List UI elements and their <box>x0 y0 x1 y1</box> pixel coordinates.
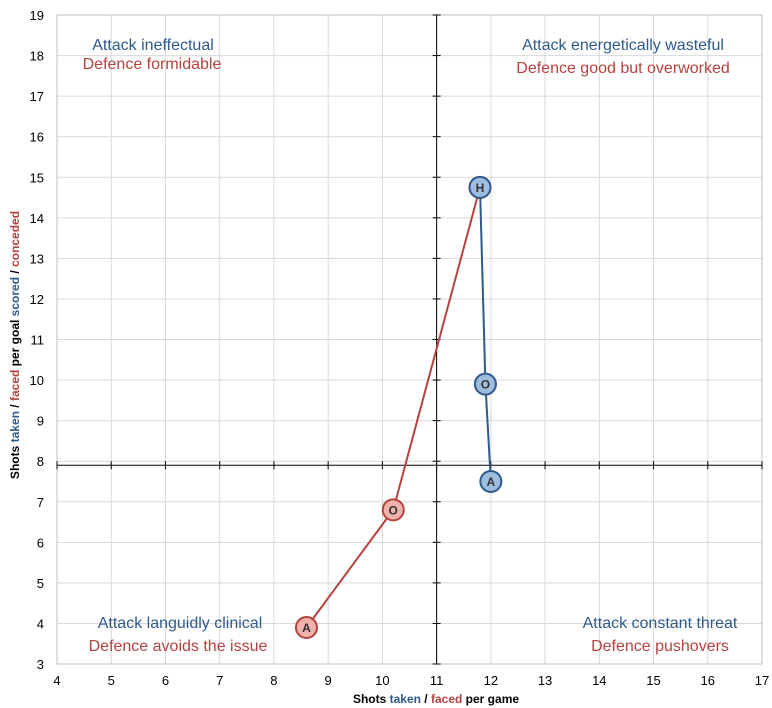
y-axis-title-part: / <box>8 267 22 277</box>
x-axis-title: Shots taken / faced per game <box>353 692 519 706</box>
y-tick-label: 9 <box>37 414 44 429</box>
x-axis-ticks: 4 5 6 7 8 9 10 11 12 13 14 15 16 17 <box>53 461 769 688</box>
x-tick-label: 7 <box>216 673 223 688</box>
quadrant-bottom-right-attack: Attack constant threat <box>583 615 738 632</box>
attack-point-label: A <box>487 475 496 489</box>
defence-point-marker <box>294 615 318 639</box>
y-axis-title-faced: faced <box>8 370 22 401</box>
defence-point-label: O <box>389 503 398 517</box>
attack-point-label: O <box>481 378 490 392</box>
quadrant-bottom-right-defence: Defence pushovers <box>591 638 729 655</box>
attack-point-marker <box>473 372 497 396</box>
plot-frame <box>56 14 763 665</box>
y-tick-label: 13 <box>30 251 44 266</box>
y-tick-label: 8 <box>37 454 44 469</box>
y-tick-label: 14 <box>30 211 44 226</box>
x-tick-label: 17 <box>755 673 769 688</box>
x-tick-label: 5 <box>108 673 115 688</box>
y-tick-label: 17 <box>30 89 44 104</box>
defence-series-line <box>305 187 481 629</box>
y-tick-label: 3 <box>37 657 44 672</box>
y-tick-label: 6 <box>37 535 44 550</box>
grid-lines <box>56 14 763 665</box>
y-tick-label: 15 <box>30 170 44 185</box>
x-tick-label: 10 <box>375 673 389 688</box>
x-tick-label: 16 <box>701 673 715 688</box>
y-axis-title-part: per goal <box>8 316 22 369</box>
x-tick-label: 12 <box>484 673 498 688</box>
y-axis-title-taken: taken <box>8 411 22 442</box>
quadrant-top-left-defence: Defence formidable <box>83 56 222 73</box>
x-tick-label: 11 <box>430 673 444 688</box>
defence-point-label: A <box>302 621 311 635</box>
series-group: HOAHOA <box>294 175 503 639</box>
y-axis-title-part: Shots <box>8 442 22 479</box>
x-tick-label: 15 <box>646 673 660 688</box>
y-tick-label: 16 <box>30 130 44 145</box>
y-tick-label: 19 <box>30 8 44 23</box>
x-tick-label: 6 <box>162 673 169 688</box>
x-tick-label: 13 <box>538 673 552 688</box>
x-axis-title-faced: faced <box>431 692 462 706</box>
x-tick-label: 14 <box>592 673 606 688</box>
quadrant-bottom-left-defence: Defence avoids the issue <box>89 638 268 655</box>
quadrant-top-right-attack: Attack energetically wasteful <box>522 37 724 54</box>
quadrant-bottom-left-attack: Attack languidly clinical <box>98 615 263 632</box>
attack-series-line <box>479 187 492 482</box>
x-tick-label: 9 <box>325 673 332 688</box>
y-tick-label: 11 <box>31 333 45 348</box>
y-axis-title-part: / <box>8 401 22 411</box>
attack-point-marker <box>479 469 503 493</box>
x-axis-title-taken: taken <box>390 692 421 706</box>
y-tick-label: 4 <box>37 616 44 631</box>
x-axis-title-part: Shots <box>353 692 390 706</box>
y-axis-title-scored: scored <box>8 277 22 316</box>
y-tick-label: 7 <box>37 495 44 510</box>
quadrant-top-right-defence: Defence good but overworked <box>516 60 729 77</box>
x-axis-title-part: per game <box>462 692 519 706</box>
y-tick-label: 18 <box>30 49 44 64</box>
y-tick-label: 12 <box>30 292 44 307</box>
defence-point-marker <box>381 498 405 522</box>
attack-point-label: H <box>476 181 485 195</box>
y-tick-label: 5 <box>37 576 44 591</box>
y-tick-label: 10 <box>30 373 44 388</box>
x-tick-label: 8 <box>270 673 277 688</box>
x-tick-label: 4 <box>53 673 60 688</box>
x-axis-title-part: / <box>421 692 431 706</box>
y-axis-title-conceded: conceded <box>8 211 22 267</box>
quadrant-top-left-attack: Attack ineffectual <box>92 37 214 54</box>
y-axis-ticks: 3 4 5 6 7 8 9 10 11 12 13 14 15 16 17 18 19 <box>30 8 441 672</box>
attack-point-marker <box>468 175 492 199</box>
y-axis-title: Shots taken / faced per goal scored / co… <box>8 211 22 479</box>
